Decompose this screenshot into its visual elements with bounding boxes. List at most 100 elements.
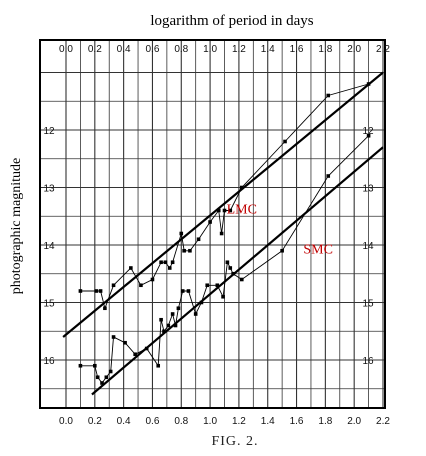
- x-tick-label-top: 1.2: [232, 44, 246, 55]
- lmc-fit-line: [62, 71, 384, 338]
- x-tick-label-bottom: 1.6: [290, 416, 304, 427]
- lmc-data-point: [239, 185, 244, 190]
- lmc-data-point: [139, 283, 143, 288]
- x-tick-label-top: 0.0: [59, 44, 73, 55]
- smc-data-point: [205, 283, 210, 288]
- smc-data-point: [162, 329, 166, 334]
- smc-label: SMC: [303, 243, 333, 258]
- y-tick-label-right: 14: [362, 241, 374, 252]
- smc-data-point: [366, 133, 371, 138]
- lmc-data-point: [103, 306, 107, 311]
- smc-data-point: [123, 340, 127, 345]
- y-axis-label: photographic magnitude: [9, 158, 24, 294]
- smc-data-point: [173, 323, 178, 328]
- lmc-data-point: [196, 237, 201, 242]
- smc-data-point: [176, 306, 181, 311]
- x-tick-label-top: 1.4: [261, 44, 275, 55]
- smc-data-point: [78, 363, 83, 368]
- x-tick-label-bottom: 2.0: [347, 416, 361, 427]
- y-tick-label-right: 15: [362, 299, 374, 310]
- smc-data-point: [199, 300, 204, 305]
- x-tick-label-bottom: 0.0: [59, 416, 73, 427]
- lmc-data-point: [326, 93, 331, 98]
- x-tick-label-bottom: 1.8: [318, 416, 332, 427]
- y-tick-label-left: 12: [43, 126, 55, 137]
- x-tick-label-top: 0.6: [146, 44, 160, 55]
- smc-data-point: [221, 294, 225, 299]
- smc-data-point: [326, 174, 331, 178]
- smc-data-point: [133, 352, 137, 357]
- lmc-data-point: [167, 266, 172, 270]
- x-tick-label-top: 2.2: [376, 44, 390, 55]
- smc-data-point: [215, 283, 220, 288]
- x-tick-label-top: 1.6: [290, 44, 304, 55]
- smc-data-point: [180, 289, 185, 293]
- x-tick-label-top: 0.4: [117, 44, 131, 55]
- x-tick-label-top: 2.0: [347, 44, 361, 55]
- smc-data-point: [111, 335, 116, 339]
- smc-data-point: [144, 346, 149, 351]
- smc-fit-line: [91, 146, 384, 396]
- lmc-data-point: [366, 82, 371, 86]
- lmc-data-point: [228, 208, 233, 213]
- lmc-data-point: [219, 231, 224, 236]
- lmc-data-point: [188, 248, 192, 253]
- smc-data-point: [166, 323, 171, 328]
- lmc-data-point: [111, 283, 116, 288]
- x-tick-label-bottom: 1.2: [232, 416, 246, 427]
- x-tick-label-top: 1.0: [203, 44, 217, 55]
- lmc-data-point: [163, 260, 168, 265]
- y-tick-label-right: 12: [362, 126, 374, 137]
- x-tick-label-top: 1.8: [318, 44, 332, 55]
- x-tick-label-bottom: 0.6: [146, 416, 160, 427]
- lmc-data-point: [182, 248, 186, 253]
- lmc-data-point: [222, 208, 227, 213]
- lmc-data-point: [179, 231, 184, 236]
- series-labels: LMC SMC: [227, 202, 333, 257]
- smc-data-point: [100, 381, 104, 385]
- figure-caption: FIG. 2.: [211, 434, 258, 449]
- fit-lines: [62, 71, 384, 396]
- lmc-data-point: [78, 289, 83, 293]
- lmc-data-point: [159, 260, 163, 265]
- smc-data-point: [159, 317, 163, 322]
- lmc-data-point: [208, 220, 212, 224]
- lmc-data-point: [150, 277, 155, 282]
- smc-data-point: [239, 277, 244, 282]
- x-tick-label-top: 0.8: [174, 44, 188, 55]
- x-tick-label-bottom: 1.0: [203, 416, 217, 427]
- x-tick-label-bottom: 0.2: [88, 416, 102, 427]
- chart-title: logarithm of period in days: [150, 13, 313, 29]
- y-tick-label-left: 15: [43, 299, 55, 310]
- smc-data-point: [95, 375, 100, 380]
- smc-data-point: [193, 312, 198, 316]
- y-tick-label-left: 13: [43, 184, 55, 195]
- smc-data-point: [93, 363, 97, 368]
- lmc-data-point: [170, 260, 175, 265]
- smc-data-point: [108, 369, 113, 374]
- lmc-data-point: [216, 208, 221, 213]
- lmc-data-point: [94, 289, 99, 293]
- y-tick-label-right: 13: [362, 184, 374, 195]
- lmc-data-point: [129, 266, 133, 270]
- smc-data-point: [225, 260, 230, 265]
- smc-data-point: [228, 266, 233, 270]
- lmc-label: LMC: [227, 202, 257, 217]
- smc-data-point: [104, 375, 109, 380]
- smc-data-point: [156, 363, 161, 368]
- tick-labels: 0.0 0.0 0.2 0.2 0.4 0.4 0.6 0.6 0.8 0.8 1.0 1.0 1.2 1…: [43, 44, 390, 427]
- y-tick-label-right: 16: [362, 356, 374, 367]
- plot-frame: [39, 39, 386, 409]
- smc-data-point: [280, 248, 284, 253]
- x-tick-label-bottom: 2.2: [376, 416, 390, 427]
- smc-data-point: [186, 289, 191, 293]
- x-tick-label-top: 0.2: [88, 44, 102, 55]
- grid: [40, 40, 385, 408]
- smc-data-point: [170, 312, 175, 316]
- x-tick-label-bottom: 1.4: [261, 416, 275, 427]
- data-series: [78, 82, 371, 385]
- lmc-data-point: [283, 139, 287, 144]
- x-tick-label-bottom: 0.8: [174, 416, 188, 427]
- y-tick-label-left: 14: [43, 241, 55, 252]
